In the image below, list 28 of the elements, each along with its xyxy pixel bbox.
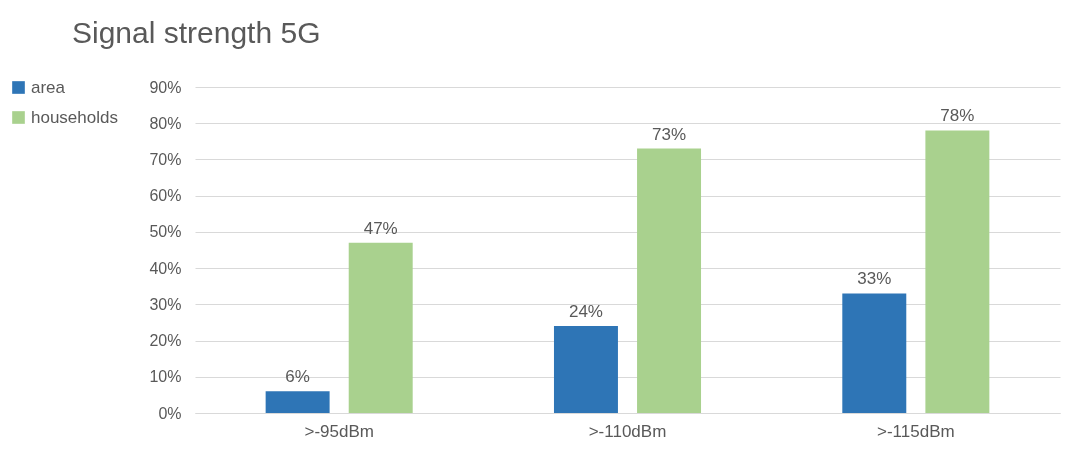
bar [925,130,990,413]
y-tick-label: 70% [149,150,182,168]
data-label: 6% [285,367,310,387]
y-tick-label: 80% [149,114,182,132]
x-tick-label: >-115dBm [877,421,955,441]
bar [553,326,618,413]
y-tick-label: 90% [149,78,182,96]
bar [348,242,413,413]
y-tick-label: 60% [149,187,182,205]
x-tick-label: >-95dBm [304,421,374,441]
legend-label: households [31,107,118,127]
y-tick-label: 20% [149,332,182,350]
bar [842,293,907,413]
y-tick-label: 40% [149,259,182,277]
y-tick-label: 0% [158,404,182,422]
bar [265,391,330,413]
chart-title: Signal strength 5G [72,16,321,49]
data-label: 33% [857,269,892,289]
y-tick-label: 30% [149,295,182,313]
data-label: 47% [363,218,398,238]
y-tick-label: 50% [149,223,182,241]
data-label: 24% [568,302,603,322]
legend-label: area [31,77,66,97]
data-label: 73% [652,124,687,144]
y-tick-label: 10% [149,368,182,386]
bar [637,148,702,413]
data-label: 78% [940,106,975,126]
x-tick-label: >-110dBm [588,421,667,441]
